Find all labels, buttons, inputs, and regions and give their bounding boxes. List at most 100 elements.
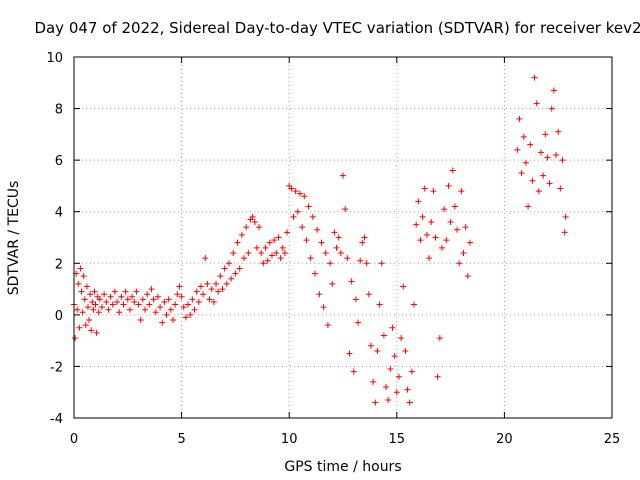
x-tick-label: 10	[281, 432, 298, 447]
data-point	[456, 260, 463, 267]
data-point	[262, 244, 269, 251]
data-point	[161, 298, 168, 305]
data-point	[225, 260, 232, 267]
data-point	[542, 131, 549, 138]
data-point	[305, 203, 312, 210]
y-axis-label: SDTVAR / TECUs	[6, 181, 22, 296]
data-point	[559, 157, 566, 164]
data-point	[385, 396, 392, 403]
data-point	[365, 291, 372, 298]
data-point	[180, 304, 187, 311]
data-point	[124, 296, 131, 303]
data-point	[514, 146, 521, 153]
data-point	[114, 298, 121, 305]
data-point	[357, 257, 364, 264]
data-point	[466, 239, 473, 246]
data-point	[221, 265, 228, 272]
data-point	[441, 206, 448, 213]
data-point	[527, 141, 534, 148]
data-point	[544, 154, 551, 161]
data-point	[193, 288, 200, 295]
data-point	[393, 389, 400, 396]
data-point	[277, 255, 284, 262]
data-point	[157, 304, 164, 311]
data-point	[78, 288, 85, 295]
data-point	[303, 237, 310, 244]
data-point	[376, 301, 383, 308]
data-point	[454, 226, 461, 233]
data-point	[266, 239, 273, 246]
data-point	[172, 301, 179, 308]
data-point	[346, 350, 353, 357]
y-tick-label: 10	[46, 51, 63, 66]
data-point	[391, 353, 398, 360]
data-point	[135, 301, 142, 308]
data-point	[137, 317, 144, 324]
data-point	[415, 198, 422, 205]
data-point	[200, 291, 207, 298]
data-point	[333, 244, 340, 251]
data-point	[451, 203, 458, 210]
data-point	[428, 219, 435, 226]
x-tick-label: 15	[389, 432, 406, 447]
data-point	[430, 188, 437, 195]
data-point	[292, 188, 299, 195]
data-point	[72, 335, 79, 342]
data-point	[219, 286, 226, 293]
data-point	[74, 306, 81, 313]
plot-frame	[73, 56, 613, 419]
data-point	[331, 229, 338, 236]
data-point	[256, 224, 263, 231]
data-point	[324, 322, 331, 329]
data-point	[230, 249, 237, 256]
x-tick-label: 0	[70, 432, 78, 447]
data-point	[400, 283, 407, 290]
y-tick-label: 4	[55, 206, 63, 221]
data-point	[516, 115, 523, 122]
data-point	[111, 288, 118, 295]
data-point	[217, 273, 224, 280]
data-point	[342, 206, 349, 213]
data-point	[159, 319, 166, 326]
data-point	[281, 249, 288, 256]
data-point	[118, 293, 125, 300]
data-point	[340, 172, 346, 179]
data-point	[335, 234, 342, 241]
data-point	[210, 298, 217, 305]
data-point	[284, 229, 291, 236]
data-point	[378, 260, 385, 267]
data-point	[413, 221, 420, 228]
data-point	[436, 335, 443, 342]
data-point	[458, 188, 465, 195]
data-point	[176, 283, 183, 290]
data-point	[553, 151, 560, 158]
data-point	[249, 213, 256, 220]
data-point	[163, 311, 170, 318]
data-point	[243, 224, 250, 231]
data-point	[174, 291, 181, 298]
data-point	[562, 213, 569, 220]
y-tick-label: -2	[50, 360, 63, 375]
data-point	[533, 100, 540, 107]
data-point	[82, 322, 89, 329]
data-point	[251, 219, 258, 226]
data-point	[546, 180, 553, 187]
data-point	[312, 270, 319, 277]
data-point	[91, 288, 98, 295]
data-point	[434, 373, 441, 380]
data-point	[178, 293, 185, 300]
data-point	[142, 306, 149, 313]
data-point	[241, 255, 248, 262]
data-point	[234, 239, 241, 246]
data-point	[443, 237, 450, 244]
data-point	[122, 288, 129, 295]
data-point	[406, 399, 413, 406]
data-point	[316, 291, 323, 298]
data-series-kev2	[71, 74, 569, 406]
data-point	[288, 185, 295, 192]
x-tick-label: 25	[604, 432, 621, 447]
data-point	[98, 304, 105, 311]
data-point	[93, 329, 100, 336]
data-point	[404, 386, 411, 393]
data-point	[329, 280, 336, 287]
